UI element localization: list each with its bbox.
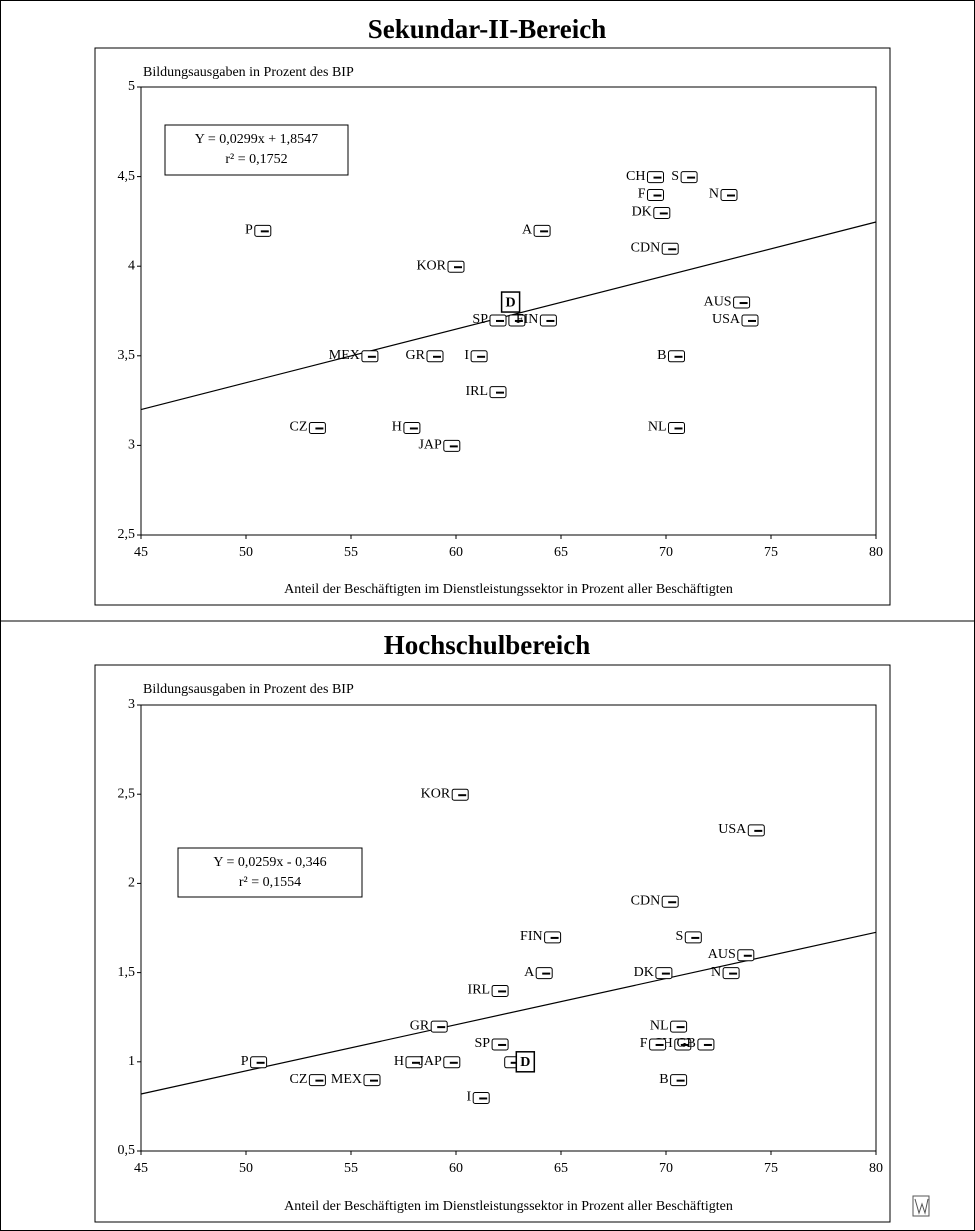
r-squared: r² = 0,1752 <box>225 152 287 167</box>
point-label: JAP <box>418 1054 442 1069</box>
point-label: H <box>394 1054 404 1069</box>
y-tick-label: 1 <box>128 1054 135 1069</box>
y-tick-label: 2,5 <box>118 786 136 801</box>
point-label: P <box>245 223 253 238</box>
point-label: A <box>522 223 533 238</box>
logo <box>912 1195 930 1217</box>
chart-frame <box>94 47 891 606</box>
point-label: GR <box>406 348 426 363</box>
trend-line <box>140 931 877 1095</box>
y-tick-label: 3 <box>128 438 135 453</box>
x-tick-label: 75 <box>764 1161 778 1176</box>
point-label: N <box>711 965 721 980</box>
x-tick-label: 45 <box>134 545 148 560</box>
point-label: DK <box>634 965 654 980</box>
point-label: JAP <box>418 438 442 453</box>
x-axis-label: Anteil der Beschäftigten im Dienstleistu… <box>284 582 733 597</box>
x-tick-label: 70 <box>659 545 673 560</box>
point-label: IRL <box>465 384 488 399</box>
point-label: KOR <box>416 258 446 273</box>
x-tick-label: 55 <box>344 545 358 560</box>
y-tick-label: 4 <box>128 258 135 273</box>
point-label: CDN <box>631 893 661 908</box>
point-label: AUS <box>704 294 732 309</box>
x-tick-label: 60 <box>449 545 463 560</box>
x-tick-label: 70 <box>659 1161 673 1176</box>
equation-box <box>177 847 363 898</box>
point-label: P <box>241 1054 249 1069</box>
point-label: B <box>657 348 666 363</box>
chart-title: Hochschulbereich <box>384 630 591 660</box>
x-tick-label: 50 <box>239 545 253 560</box>
y-tick-label: 0,5 <box>118 1143 136 1158</box>
highlight-marker <box>500 291 521 313</box>
point-label: CDN <box>631 240 661 255</box>
point-label: FIN <box>516 312 539 327</box>
point-label: GR <box>410 1018 430 1033</box>
point-label: SP <box>475 1036 491 1051</box>
x-tick-label: 80 <box>869 1161 883 1176</box>
point-label: MEX <box>331 1072 362 1087</box>
point-label: NL <box>648 420 667 435</box>
chart-frame <box>94 664 891 1223</box>
y-tick-label: 2 <box>128 876 135 891</box>
x-tick-label: 45 <box>134 1161 148 1176</box>
point-label: F <box>638 187 646 202</box>
point-label: CH <box>626 169 645 184</box>
point-label: AUS <box>708 947 736 962</box>
point-label: MEX <box>329 348 360 363</box>
point-label: FIN <box>520 929 543 944</box>
y-axis-label: Bildungsausgaben in Prozent des BIP <box>143 65 354 80</box>
y-tick-label: 3,5 <box>118 348 136 363</box>
point-label: NL <box>650 1018 669 1033</box>
x-tick-label: 65 <box>554 545 568 560</box>
point-label: CZ <box>290 1072 308 1087</box>
point-label: S <box>676 929 684 944</box>
x-tick-label: 60 <box>449 1161 463 1176</box>
plot-area <box>140 704 877 1152</box>
trend-line <box>140 221 877 411</box>
plot-area <box>140 86 877 536</box>
equation: Y = 0,0299x + 1,8547 <box>195 132 318 147</box>
y-tick-label: 3 <box>128 697 135 712</box>
point-label: GB <box>676 1036 695 1051</box>
chart-title: Sekundar-II-Bereich <box>368 14 607 44</box>
point-label: D <box>506 295 516 310</box>
point-label: F <box>640 1036 648 1051</box>
r-squared: r² = 0,1554 <box>239 875 301 890</box>
y-tick-label: 1,5 <box>118 965 136 980</box>
point-label: A <box>524 965 535 980</box>
highlight-marker <box>515 1051 536 1073</box>
point-label: USA <box>718 822 747 837</box>
y-tick-label: 2,5 <box>118 527 136 542</box>
point-label: N <box>709 187 719 202</box>
x-tick-label: 75 <box>764 545 778 560</box>
point-label: IRL <box>468 983 491 998</box>
y-axis-label: Bildungsausgaben in Prozent des BIP <box>143 682 354 697</box>
y-tick-label: 4,5 <box>118 169 136 184</box>
x-axis-label: Anteil der Beschäftigten im Dienstleistu… <box>284 1199 733 1214</box>
x-tick-label: 65 <box>554 1161 568 1176</box>
point-label: SP <box>472 312 488 327</box>
x-tick-label: 55 <box>344 1161 358 1176</box>
point-label: H <box>392 420 402 435</box>
point-label: D <box>520 1055 530 1070</box>
equation: Y = 0,0259x - 0,346 <box>213 855 326 870</box>
x-tick-label: 50 <box>239 1161 253 1176</box>
y-tick-label: 5 <box>128 79 135 94</box>
point-label: S <box>671 169 679 184</box>
point-label: KOR <box>421 786 451 801</box>
point-label: I <box>467 1090 472 1105</box>
point-label: I <box>464 348 469 363</box>
equation-box <box>164 124 349 176</box>
point-label: DK <box>632 205 652 220</box>
point-label: USA <box>712 312 741 327</box>
x-tick-label: 80 <box>869 545 883 560</box>
point-label: B <box>659 1072 668 1087</box>
point-label: CZ <box>290 420 308 435</box>
